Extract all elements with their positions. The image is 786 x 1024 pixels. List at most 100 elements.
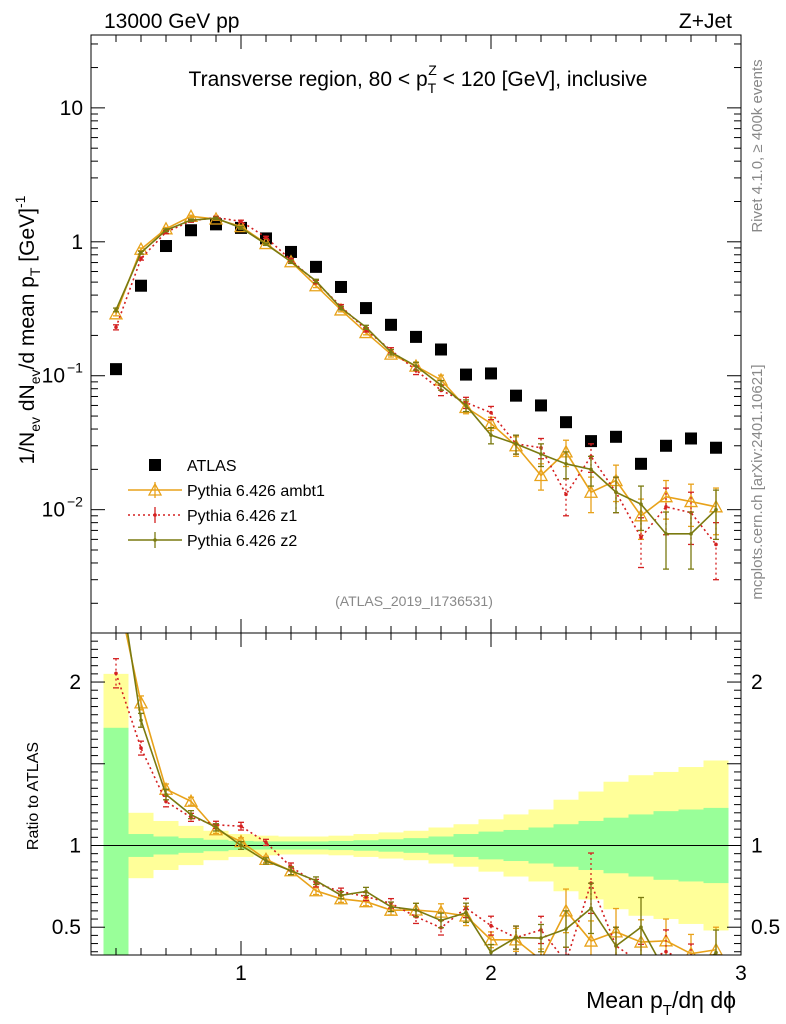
ratio-point-pythia-6-426-z1 (264, 840, 268, 845)
data-point-pythia-6-426-z2 (439, 383, 443, 387)
data-point-atlas (135, 279, 147, 292)
data-point-atlas (435, 343, 447, 356)
ratio-point-pythia-6-426-ambt1 (308, 883, 324, 897)
plot-title: Transverse region, 80 < pTZ < 120 [GeV],… (189, 62, 648, 96)
ratio-point-pythia-6-426-z2 (314, 878, 318, 883)
ratio-point-pythia-6-426-z2 (414, 908, 418, 912)
ratio-bands (91, 673, 741, 955)
legend: ATLAS Pythia 6.426 ambt1 Pythia 6.426 z1 Py… (128, 458, 325, 550)
data-point-pythia-6-426-z2 (339, 306, 343, 310)
data-point-pythia-6-426-ambt1 (658, 489, 674, 503)
x-tick-label: 3 (735, 962, 747, 985)
data-point-pythia-6-426-ambt1 (458, 400, 474, 414)
data-point-pythia-6-426-z2 (714, 507, 718, 512)
analysis-id: (ATLAS_2019_I1736531) (335, 593, 493, 609)
legend-label-pythia-6-426-z2: Pythia 6.426 z2 (187, 533, 297, 550)
ratio-point-pythia-6-426-z1 (239, 824, 243, 828)
data-point-pythia-6-426-z2 (214, 216, 218, 221)
ratio-point-pythia-6-426-ambt1 (686, 946, 696, 955)
y-tick-label-ratio: 1 (69, 834, 81, 857)
data-point-pythia-6-426-ambt1 (683, 494, 699, 508)
data-point-pythia-6-426-z2 (164, 228, 168, 233)
data-point-pythia-6-426-z2 (239, 226, 243, 230)
ratio-point-pythia-6-426-z1 (564, 960, 568, 964)
ratio-point-pythia-6-426-z2 (714, 950, 718, 955)
ratio-point-pythia-6-426-ambt1 (183, 793, 199, 807)
data-point-pythia-6-426-z1 (664, 505, 668, 509)
data-point-atlas (660, 439, 672, 452)
data-point-pythia-6-426-z2 (414, 364, 418, 368)
data-point-atlas (560, 416, 572, 429)
ratio-point-pythia-6-426-z2 (239, 843, 243, 848)
ratio-point-pythia-6-426-z1 (689, 961, 693, 965)
ratio-point-pythia-6-426-z2 (464, 910, 468, 915)
ratio-point-pythia-6-426-z2 (114, 555, 118, 559)
data-point-pythia-6-426-z2 (664, 532, 668, 536)
y-tick-exponent: −1 (67, 360, 83, 376)
data-point-pythia-6-426-ambt1 (533, 468, 549, 482)
data-point-atlas (685, 432, 697, 445)
data-point-pythia-6-426-z1 (114, 325, 118, 330)
data-point-atlas (160, 240, 172, 253)
ratio-point-pythia-6-426-z1 (639, 961, 643, 965)
data-point-atlas (385, 318, 397, 331)
ratio-point-pythia-6-426-ambt1 (110, 580, 122, 591)
data-point-pythia-6-426-z2 (364, 325, 368, 330)
y-tick-label-main: 10 (42, 365, 65, 388)
data-point-pythia-6-426-z2 (114, 308, 118, 312)
data-point-pythia-6-426-ambt1 (108, 306, 124, 320)
data-point-atlas (635, 457, 647, 470)
ratio-point-pythia-6-426-z2 (639, 925, 643, 930)
data-point-pythia-6-426-z2 (139, 250, 143, 255)
data-point-pythia-6-426-z1 (239, 219, 243, 224)
data-point-atlas (110, 363, 122, 376)
x-tick-label: 2 (485, 962, 497, 985)
data-point-atlas (410, 330, 422, 343)
y-tick-label-ratio: 0.5 (52, 916, 81, 939)
data-point-pythia-6-426-z2 (264, 242, 268, 246)
data-point-pythia-6-426-z2 (639, 502, 643, 506)
ratio-point-pythia-6-426-ambt1 (383, 902, 399, 916)
ratio-panel-frame (90, 632, 742, 956)
data-point-pythia-6-426-z2 (614, 490, 618, 495)
y-axis-label-main: 1/Nev dNev/d mean pT [GeV]-1 (12, 195, 43, 464)
y-tick-label-main: 1 (71, 231, 83, 254)
ratio-point-pythia-6-426-ambt1 (583, 933, 599, 947)
ratio-point-pythia-6-426-z2 (389, 904, 393, 909)
legend-marker-atlas (149, 459, 161, 471)
ratio-point-pythia-6-426-z2 (439, 918, 443, 923)
ratio-point-pythia-6-426-z1 (114, 671, 118, 676)
ratio-point-pythia-6-426-z2 (214, 825, 218, 830)
data-point-atlas (610, 430, 622, 443)
data-point-pythia-6-426-z2 (539, 452, 543, 456)
series-ratio (110, 555, 723, 980)
y-tick-label-main: 10 (42, 499, 65, 522)
data-point-pythia-6-426-z2 (514, 442, 518, 446)
y-tick-label-main: 10 (60, 97, 83, 120)
ratio-point-pythia-6-426-z2 (289, 868, 293, 873)
data-point-pythia-6-426-z1 (564, 492, 568, 497)
data-point-pythia-6-426-z1 (639, 535, 643, 540)
data-point-atlas (535, 399, 547, 412)
data-point-pythia-6-426-z2 (189, 218, 193, 222)
ratio-point-pythia-6-426-z2 (689, 975, 693, 979)
ratio-point-pythia-6-426-z1 (139, 746, 143, 750)
ratio-point-pythia-6-426-z2 (339, 893, 343, 898)
y-tick-label-ratio: 2 (69, 671, 81, 694)
data-point-atlas (510, 389, 522, 402)
data-point-pythia-6-426-z1 (714, 542, 718, 547)
legend-marker-pythia-6-426-z2 (153, 538, 157, 542)
ratio-point-pythia-6-426-z2 (139, 718, 143, 723)
data-point-atlas (360, 302, 372, 315)
data-point-pythia-6-426-z1 (264, 235, 268, 240)
data-point-pythia-6-426-z2 (589, 467, 593, 472)
legend-marker-pythia-6-426-ambt1 (147, 482, 163, 496)
y-tick-label-ratio-right: 2 (751, 671, 763, 694)
header-left: 13000 GeV pp (104, 10, 239, 33)
data-point-pythia-6-426-z2 (289, 259, 293, 264)
side-text-mcplots: mcplots.cern.ch [arXiv:2401.10621] (749, 364, 766, 599)
data-point-atlas (710, 441, 722, 454)
y-axis-label-ratio: Ratio to ATLAS (25, 742, 42, 850)
ratio-point-pythia-6-426-z1 (714, 976, 718, 980)
